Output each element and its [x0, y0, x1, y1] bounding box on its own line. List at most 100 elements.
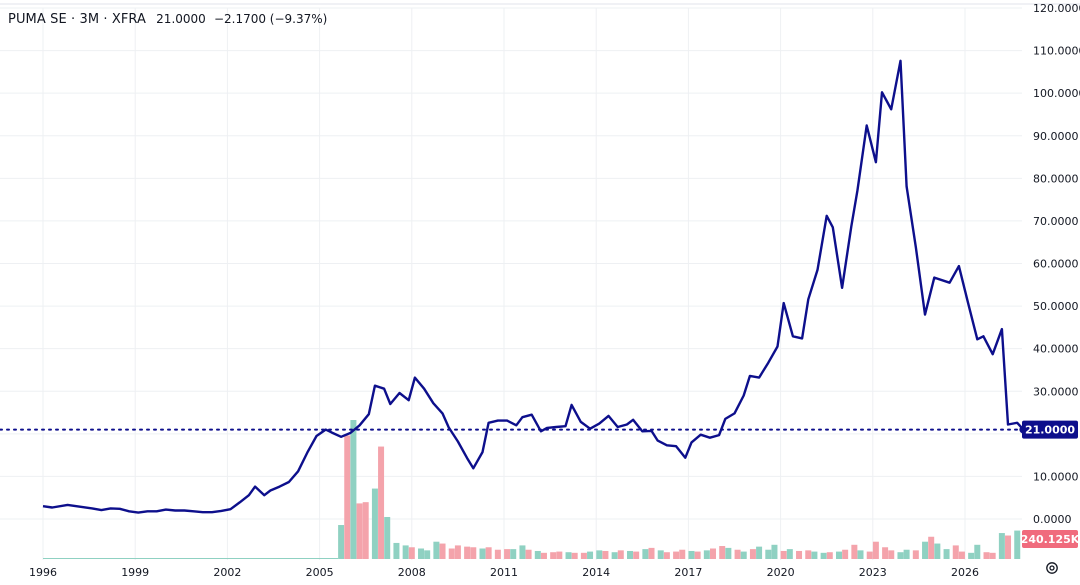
y-tick-label: 60.0000	[1033, 258, 1079, 271]
y-tick-label: 30.0000	[1033, 385, 1079, 398]
volume-bar	[602, 550, 609, 559]
volume-bar	[703, 550, 710, 559]
volume-bar	[688, 550, 695, 559]
y-tick-label: 100.0000	[1033, 87, 1080, 100]
volume-bar	[657, 550, 664, 559]
volume-bar	[796, 550, 803, 559]
volume-bar	[694, 551, 701, 559]
volume-bar	[519, 545, 526, 559]
volume-bar	[454, 545, 461, 559]
volume-bar	[408, 547, 415, 559]
volume-bar	[617, 550, 624, 559]
volume-bar	[989, 552, 996, 559]
volume-bars	[43, 420, 1021, 559]
y-axis: 0.000010.000020.000030.000040.000050.000…	[1033, 2, 1080, 526]
gear-icon	[1045, 561, 1059, 580]
volume-bar	[479, 548, 486, 559]
volume-bar	[470, 547, 477, 559]
volume-bar	[384, 516, 391, 559]
y-tick-label: 0.0000	[1033, 513, 1072, 526]
volume-bar	[596, 550, 603, 559]
volume-bar	[356, 503, 363, 559]
volume-bar	[958, 551, 965, 559]
volume-bar	[525, 549, 532, 559]
grid	[0, 3, 1080, 560]
volume-bar	[771, 544, 778, 559]
volume-bar	[679, 549, 686, 559]
volume-bar	[448, 548, 455, 559]
volume-bar	[888, 550, 895, 559]
badges: 21.0000 240.125K	[1021, 420, 1080, 548]
volume-bar	[378, 446, 385, 559]
x-tick-label: 2008	[398, 566, 426, 579]
volume-bar	[968, 552, 975, 559]
volume-bar	[734, 549, 741, 559]
x-tick-label: 2020	[767, 566, 795, 579]
x-tick-label: 2023	[859, 566, 887, 579]
volume-bar	[780, 550, 787, 559]
settings-button[interactable]	[1042, 561, 1062, 580]
x-tick-label: 2002	[213, 566, 241, 579]
volume-bar	[765, 549, 772, 559]
x-tick-label: 2026	[951, 566, 979, 579]
volume-bar	[439, 543, 446, 559]
y-tick-label: 90.0000	[1033, 130, 1079, 143]
volume-bar	[820, 552, 827, 559]
symbol-name[interactable]: PUMA SE · 3M · XFRA	[8, 12, 147, 27]
volume-bar	[826, 552, 833, 559]
volume-bar	[912, 550, 919, 559]
volume-bar	[786, 549, 793, 559]
volume-bar	[504, 549, 511, 559]
x-tick-label: 1999	[121, 566, 149, 579]
volume-bar	[424, 550, 431, 559]
x-tick-label: 2014	[582, 566, 610, 579]
price-badge	[1022, 420, 1078, 439]
price-change: −2.1700 (−9.37%)	[213, 12, 328, 26]
y-tick-label: 50.0000	[1033, 300, 1079, 313]
volume-bar	[464, 546, 471, 559]
price-line	[42, 59, 1025, 514]
y-tick-label: 120.0000	[1033, 2, 1080, 15]
volume-bar	[556, 551, 563, 559]
volume-bar	[928, 536, 935, 559]
volume-bar	[943, 549, 950, 559]
volume-bar	[571, 552, 578, 559]
volume-bar	[922, 541, 929, 559]
volume-bar	[998, 533, 1005, 559]
volume-bar	[934, 543, 941, 559]
volume-bar	[673, 551, 680, 559]
symbol-legend: PUMA SE · 3M · XFRA 21.0000 −2.1700 (−9.…	[8, 12, 327, 27]
volume-bar	[974, 544, 981, 559]
volume-bar	[725, 547, 732, 559]
volume-bar	[338, 525, 345, 559]
volume-bar	[587, 551, 594, 559]
volume-bar	[872, 541, 879, 559]
volume-bar	[642, 549, 649, 559]
volume-bar	[1005, 535, 1012, 559]
x-tick-label: 2005	[306, 566, 334, 579]
volume-bar	[433, 541, 440, 559]
volume-bar	[756, 546, 763, 559]
y-tick-label: 110.0000	[1033, 45, 1080, 58]
volume-bar	[550, 552, 557, 559]
volume-bar	[510, 549, 517, 559]
volume-bar	[633, 551, 640, 559]
volume-bar	[663, 552, 670, 559]
y-tick-label: 10.0000	[1033, 470, 1079, 483]
volume-bar	[866, 551, 873, 559]
volume-bar	[749, 549, 756, 559]
volume-bar	[983, 552, 990, 559]
volume-bar	[580, 552, 587, 559]
x-axis: 1996 1999 2002 2005 2008 2011 2014 2017 2020 2023…	[29, 566, 979, 579]
volume-bar	[648, 547, 655, 559]
volume-bar	[534, 550, 541, 559]
volume-bar	[402, 545, 409, 559]
x-tick-label: 2017	[674, 566, 702, 579]
y-tick-label: 80.0000	[1033, 172, 1079, 185]
volume-bar	[851, 544, 858, 559]
volume-bar	[371, 488, 378, 559]
volume-bar	[611, 552, 618, 559]
volume-bar	[540, 552, 547, 559]
